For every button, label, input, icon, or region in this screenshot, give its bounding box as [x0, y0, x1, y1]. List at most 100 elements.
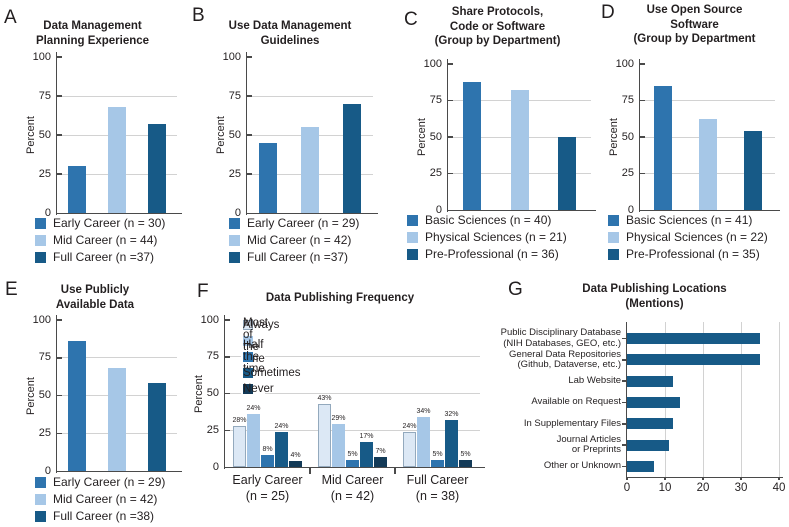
bar — [343, 103, 361, 213]
legend-item: Sometimes — [243, 367, 301, 379]
bar — [627, 354, 760, 366]
axis-tick — [57, 56, 62, 58]
legend-swatch — [35, 234, 46, 246]
legend-item: Most of the time — [243, 317, 268, 365]
x-tick-label: 40 — [772, 482, 786, 494]
axis-tick — [225, 392, 230, 395]
group-label: Full Career (n = 38) — [406, 473, 469, 503]
legend-label: Physical Sciences (n = 22) — [626, 230, 768, 244]
gridline — [225, 429, 480, 431]
bar — [627, 460, 654, 472]
gridline — [247, 95, 373, 97]
bar-value-label: 5% — [460, 451, 471, 458]
y-tick-label: 0 — [212, 460, 219, 473]
panel-c: C Share Protocols, Code or Software (Gro… — [395, 0, 600, 261]
axis-tick — [225, 429, 230, 431]
bar — [403, 431, 416, 467]
axis-tick — [622, 423, 627, 425]
y-tick-label: 100 — [32, 313, 51, 326]
axis-tick — [448, 99, 453, 102]
panel-a: A Data Management Planning Experience 0 2… — [0, 0, 185, 264]
legend-swatch — [243, 383, 253, 394]
y-axis-label: Percent — [416, 118, 428, 156]
legend-item: Full Career (n =37) — [35, 250, 165, 264]
panel-b-legend: Early Career (n = 29) Mid Career (n = 42)… — [229, 216, 359, 268]
axis-tick — [57, 357, 62, 359]
panel-letter: D — [601, 2, 615, 23]
y-axis-label: Percent — [608, 118, 620, 156]
group-label: Mid Career (n = 42) — [321, 473, 384, 503]
axis-tick — [448, 136, 453, 138]
y-tick-label: 0 — [435, 203, 442, 216]
bar — [374, 456, 387, 467]
panel-e: E Use Publicly Available Data 0 25 50 75 100… — [0, 260, 190, 523]
legend-item: Physical Sciences (n = 21) — [407, 230, 567, 244]
legend-item: Pre-Professional (n = 35) — [608, 247, 768, 261]
gridline — [225, 393, 480, 394]
panel-d-legend: Basic Sciences (n = 41) Physical Sciences… — [608, 213, 768, 265]
legend-label: Early Career (n = 30) — [53, 216, 166, 230]
panel-a-chart: 0 25 50 75 100 Percent — [25, 51, 182, 219]
legend-item: Never — [243, 383, 274, 395]
gridline — [57, 95, 177, 97]
y-tick-label: 75 — [38, 351, 51, 364]
axis-tick — [622, 337, 627, 340]
legend-swatch — [243, 319, 253, 330]
x-tick-label: 0 — [623, 482, 631, 494]
axis-tick — [640, 99, 645, 102]
group-label: Early Career (n = 25) — [232, 473, 303, 503]
y-tick-label: 100 — [32, 50, 51, 63]
y-tick-label: 100 — [200, 313, 219, 326]
panel-letter: E — [5, 279, 18, 300]
panel-letter: A — [4, 7, 17, 28]
y-tick-label: 100 — [423, 57, 442, 70]
axis-tick — [622, 465, 627, 468]
legend-label: Full Career (n =37) — [247, 250, 349, 264]
axis-tick — [247, 134, 252, 136]
bar — [261, 454, 274, 467]
panel-g-chart: 0 10 20 30 40 Public Disciplinary Database (N… — [501, 322, 785, 494]
bar — [417, 416, 430, 467]
legend-inside: Always Most of the time Half the time Somet… — [241, 317, 301, 401]
axis-tick — [664, 477, 666, 480]
bar — [462, 81, 481, 210]
legend-label: Physical Sciences (n = 21) — [425, 230, 567, 244]
legend-item: Half the time — [243, 339, 265, 375]
y-tick-label: 25 — [38, 167, 51, 180]
chart-title: Data Publishing Frequency — [265, 292, 415, 304]
legend-label: Most of the time — [243, 316, 268, 365]
legend-swatch — [35, 217, 46, 229]
axis-tick — [622, 401, 627, 404]
bar-value-label: 5% — [347, 451, 358, 458]
y-axis-line — [245, 52, 247, 215]
legend-item: Early Career (n = 29) — [229, 216, 359, 230]
legend-label: Sometimes — [243, 366, 301, 379]
chart-title: Use Publicly Available Data — [55, 284, 135, 311]
bar — [275, 431, 288, 467]
legend-swatch — [608, 248, 619, 260]
y-tick-label: 50 — [228, 128, 241, 141]
bar — [743, 130, 762, 210]
bar — [431, 459, 444, 467]
legend-label: Mid Career (n = 44) — [53, 233, 158, 247]
panel-c-chart: 0 25 50 75 100 Percent — [416, 58, 596, 216]
category-label: Other or Unknown — [543, 460, 621, 472]
panel-b: B Use Data Management Guidelines 0 25 50 75… — [185, 0, 395, 264]
bar-value-label: 8% — [262, 446, 273, 453]
legend-item: Physical Sciences (n = 22) — [608, 230, 768, 244]
legend-item: Early Career (n = 29) — [35, 475, 165, 489]
x-tick-label: 20 — [696, 482, 710, 494]
bar-value-label: 29% — [331, 415, 346, 422]
category-label: In Supplementary Files — [523, 417, 621, 429]
bar-value-label: 24% — [274, 423, 289, 430]
y-tick-label: 100 — [615, 57, 634, 70]
bar — [233, 425, 246, 467]
panel-letter: G — [508, 279, 523, 300]
bar — [653, 85, 672, 210]
bar — [627, 375, 673, 387]
x-axis-line — [638, 209, 780, 211]
y-tick-label: 75 — [38, 89, 51, 102]
gridline — [778, 322, 780, 477]
legend-swatch — [608, 214, 619, 226]
